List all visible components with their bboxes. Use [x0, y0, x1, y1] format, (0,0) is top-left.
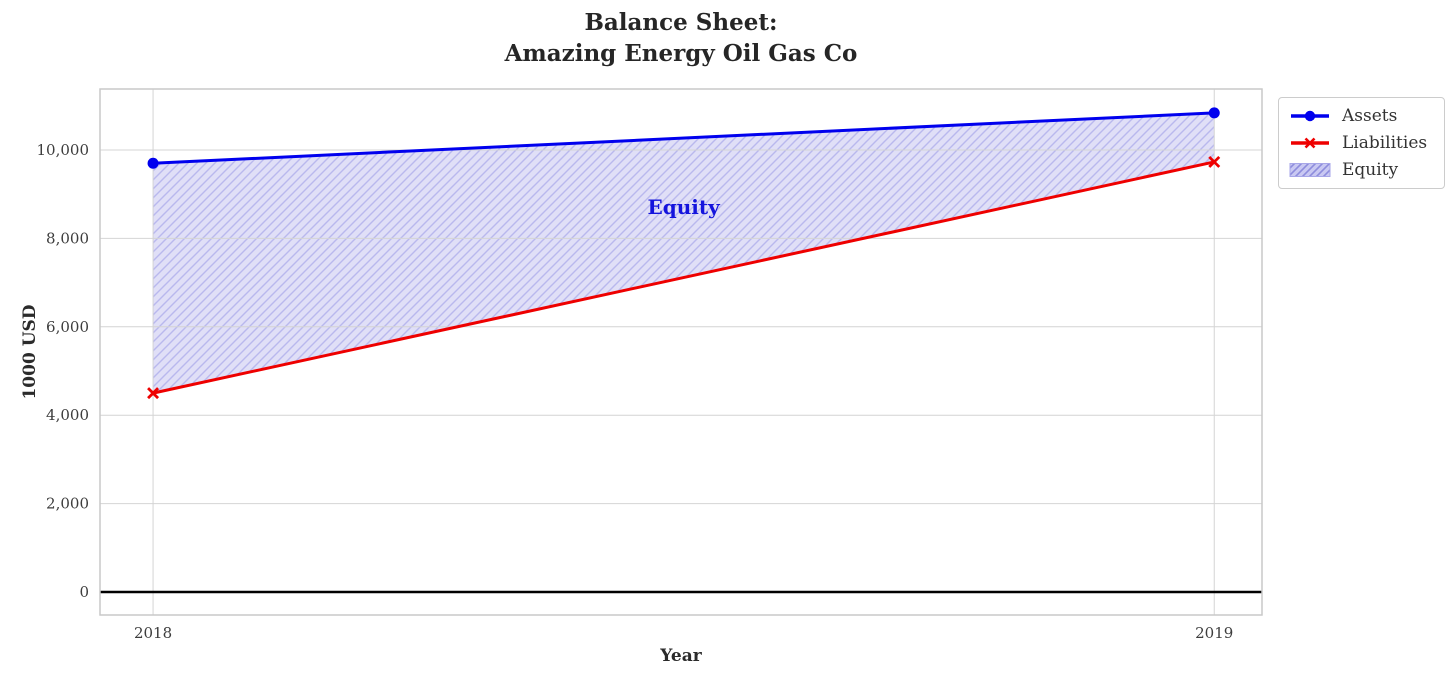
equity-swatch-icon [1289, 163, 1331, 177]
y-axis-label: 1000 USD [20, 304, 40, 400]
marker-x [147, 387, 160, 400]
chart-title-line-2: Amazing Energy Oil Gas Co [504, 40, 858, 67]
y-tick-label: 4,000 [46, 406, 89, 424]
y-tick-label: 10,000 [37, 141, 90, 159]
chart-title: Balance Sheet: Amazing Energy Oil Gas Co [100, 7, 1262, 69]
series-line-assets [152, 111, 1215, 165]
y-tick-label: 0 [79, 583, 89, 601]
x-tick-label: 2018 [134, 624, 172, 642]
legend-item-equity: Equity [1289, 160, 1432, 180]
equity-annotation: Equity [647, 195, 720, 220]
legend-item-liabilities: Liabilities [1289, 133, 1432, 153]
chart-title-line-1: Balance Sheet: [584, 9, 778, 36]
marker-circle [147, 157, 159, 169]
legend-label-equity: Equity [1342, 160, 1399, 180]
marker-x [1208, 155, 1221, 168]
legend: Assets Liabilities Equity [1278, 97, 1445, 189]
y-tick-label: 2,000 [46, 495, 89, 513]
legend-label-liabilities: Liabilities [1342, 133, 1428, 153]
y-tick-label: 6,000 [46, 318, 89, 336]
assets-line-icon [1291, 110, 1329, 122]
x-axis-label: Year [660, 646, 702, 666]
legend-item-assets: Assets [1289, 106, 1432, 126]
series-line-liabilities [152, 160, 1215, 395]
equity-area [153, 112, 1215, 394]
x-tick-label: 2019 [1195, 624, 1233, 642]
marker-circle [1208, 107, 1220, 119]
legend-label-assets: Assets [1342, 106, 1398, 126]
liabilities-line-icon [1291, 137, 1329, 149]
y-tick-label: 8,000 [46, 229, 89, 247]
plot-border [99, 88, 1263, 616]
